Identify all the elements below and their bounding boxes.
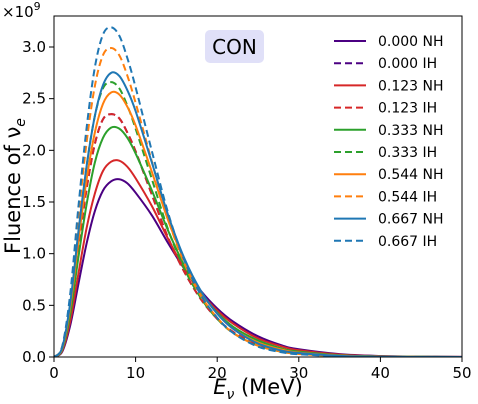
x-tick-label: 0: [49, 364, 59, 382]
series-line-0-123-nh: [54, 159, 462, 357]
y-tick-label: 3.0: [22, 38, 46, 56]
legend-item: 0.667 NH: [334, 212, 444, 228]
legend-label: 0.667 IH: [378, 234, 437, 250]
y-axis: 0.0 0.5 1.0 1.5 2.0 2.5 3.0: [22, 38, 54, 366]
series-line-0-000-nh: [54, 178, 462, 357]
legend-item: 0.667 IH: [334, 234, 437, 250]
legend-item: 0.544 IH: [334, 189, 437, 205]
legend-label: 0.333 IH: [378, 145, 437, 161]
y-tick-label: 2.5: [22, 90, 46, 108]
y-tick-label: 0.5: [22, 296, 46, 314]
y-tick-label: 0.0: [22, 348, 46, 366]
x-tick-label: 10: [126, 364, 145, 382]
series-line-0-123-ih: [54, 113, 462, 357]
x-tick-label: 50: [452, 364, 471, 382]
x-axis: 0 10 20 30 40 50: [49, 357, 472, 382]
y-tick-label: 1.0: [22, 245, 46, 263]
legend-label: 0.667 NH: [378, 212, 444, 228]
legend-item: 0.333 NH: [334, 123, 444, 139]
y-offset-label: ×109: [2, 0, 41, 21]
y-axis-title-subscript: e: [13, 118, 29, 127]
legend-item: 0.544 NH: [334, 167, 444, 183]
legend-item: 0.123 NH: [334, 78, 444, 94]
legend-item: 0.000 NH: [334, 34, 444, 50]
y-tick-label: 1.5: [22, 193, 46, 211]
x-axis-title-unit: (MeV): [234, 375, 302, 399]
legend-label: 0.123 IH: [378, 101, 437, 117]
legend-label: 0.123 NH: [378, 78, 444, 94]
annotation-background: [205, 30, 264, 63]
series-line-0-667-ih: [54, 26, 462, 357]
series-layer: [54, 26, 462, 357]
legend-label: 0.544 NH: [378, 167, 444, 183]
legend-label: 0.000 NH: [378, 34, 444, 50]
y-offset-exponent: 9: [34, 0, 41, 13]
series-line-0-667-nh: [54, 71, 462, 357]
x-tick-label: 40: [371, 364, 390, 382]
annotation-box: CON: [205, 30, 264, 63]
plot-area-frame: [53, 15, 463, 358]
legend-item: 0.333 IH: [334, 145, 437, 161]
y-tick-label: 2.0: [22, 141, 46, 159]
x-axis-title-subscript: ν: [226, 387, 234, 403]
annotation-label: CON: [212, 35, 257, 59]
x-tick-label: 30: [289, 364, 308, 382]
legend: 0.000 NH 0.000 IH 0.123 NH 0.123 IH 0.333 NH…: [334, 34, 444, 250]
legend-item: 0.123 IH: [334, 101, 437, 117]
legend-label: 0.000 IH: [378, 56, 437, 72]
legend-label: 0.333 NH: [378, 123, 444, 139]
legend-label: 0.544 IH: [378, 189, 437, 205]
legend-item: 0.000 IH: [334, 56, 437, 72]
x-axis-title: Eν (MeV): [213, 375, 303, 403]
x-tick-label: 20: [208, 364, 227, 382]
y-axis-title: Fluence of νe: [1, 118, 29, 254]
